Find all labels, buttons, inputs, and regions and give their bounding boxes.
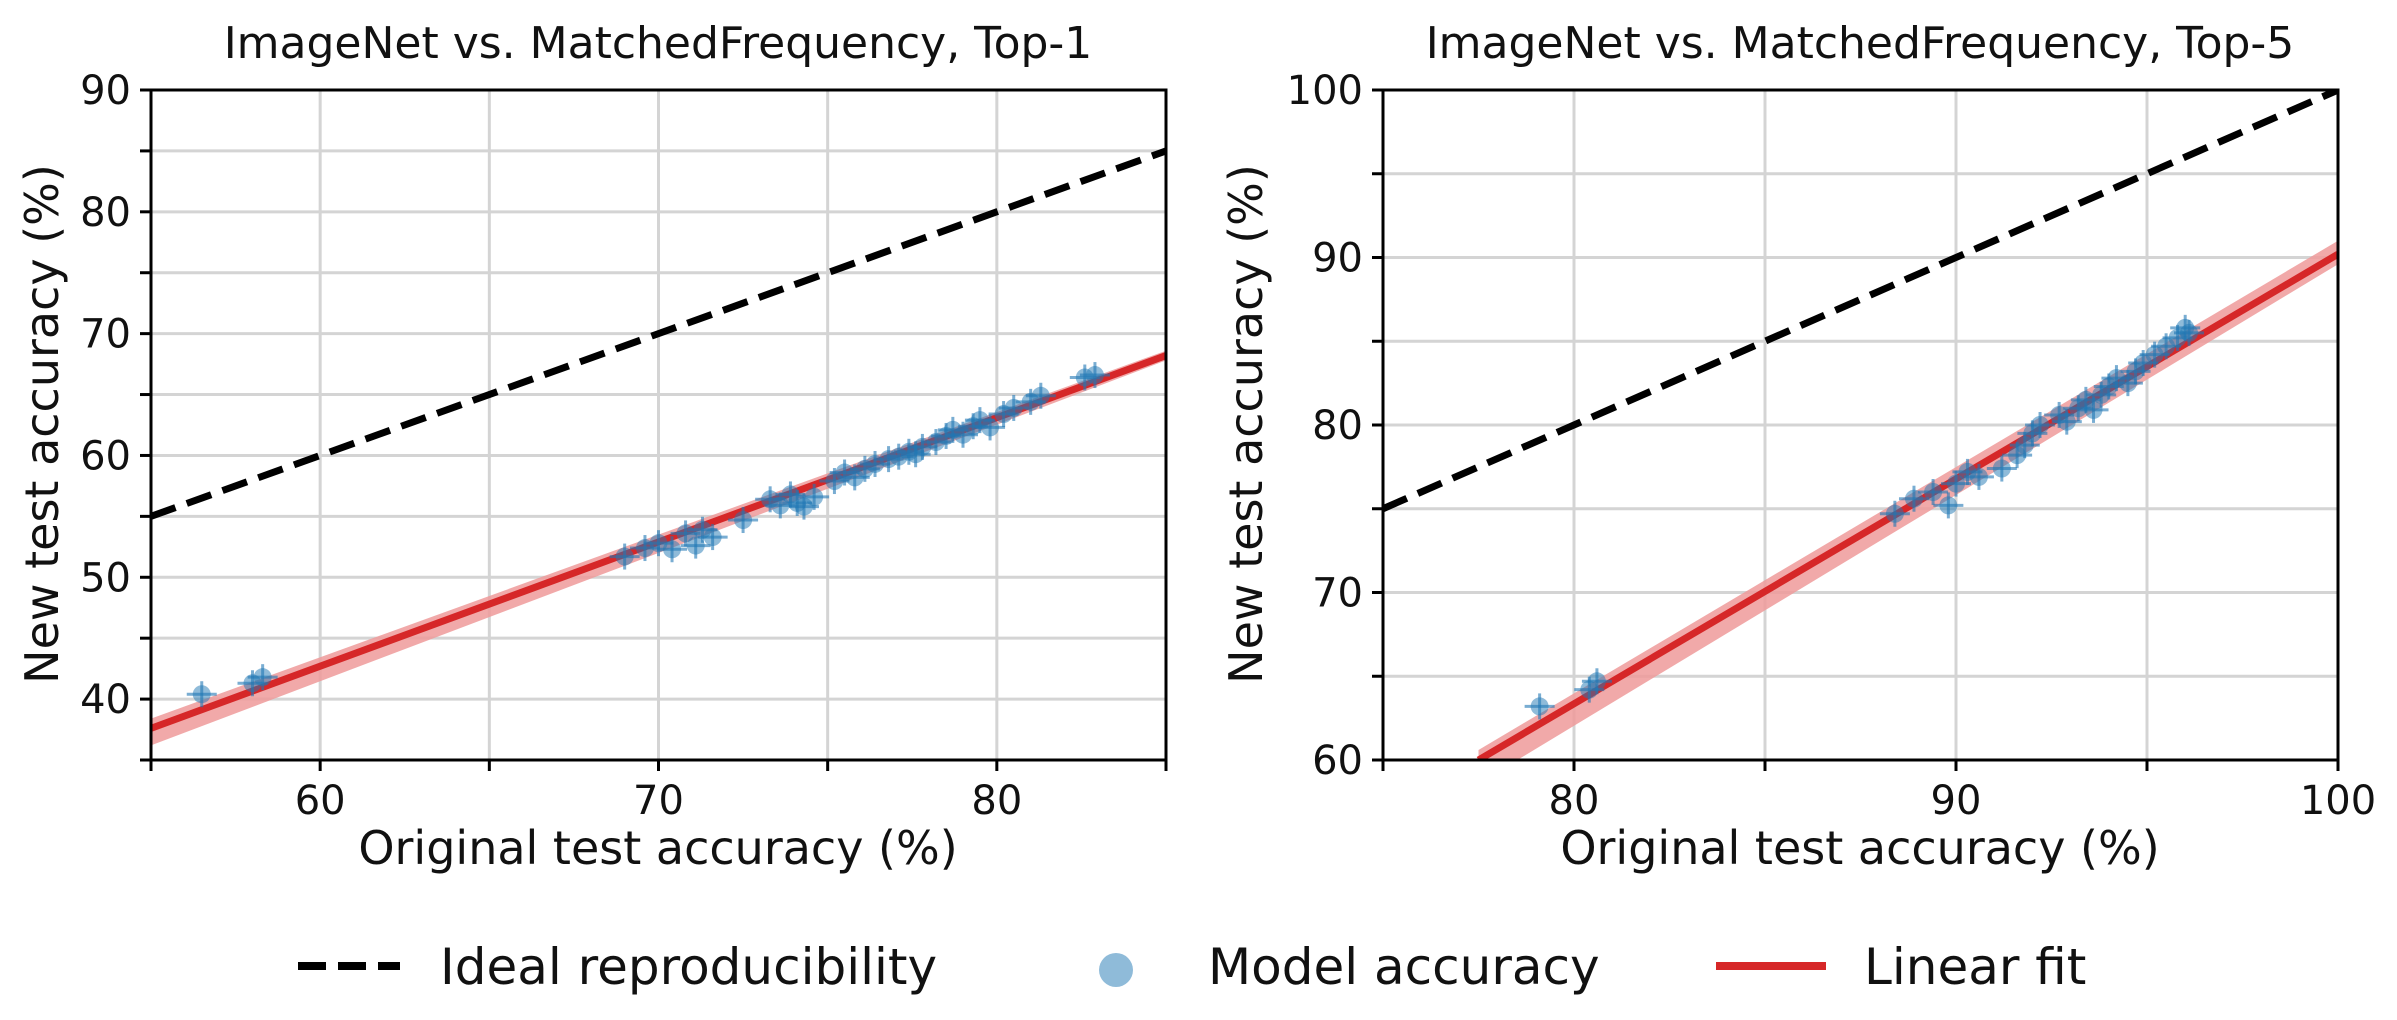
model-accuracy-point <box>2051 408 2082 435</box>
x-tick-label: 80 <box>971 778 1022 824</box>
data-point <box>1530 697 1549 716</box>
ideal-reproducibility-line <box>151 147 1166 520</box>
y-tick-label: 40 <box>80 677 131 723</box>
model-accuracy-point <box>186 681 217 708</box>
legend-label-fit: Linear fit <box>1864 938 2086 996</box>
grid-lines <box>1383 90 2338 760</box>
data-point <box>2084 400 2103 419</box>
legend-item-ideal: Ideal reproducibility <box>298 938 937 996</box>
model-accuracy-point <box>1933 492 1964 519</box>
axis-ticks: 60 70 80 40 50 60 70 80 90 <box>80 68 1168 824</box>
y-tick-label: 90 <box>1312 236 1363 282</box>
linear-fit-confidence-band <box>1478 240 2338 760</box>
model-accuracy-point <box>1898 485 1929 512</box>
model-accuracy-point <box>1986 455 2017 482</box>
plot-area-top-1: 60 70 80 40 50 60 70 80 90 <box>80 68 1168 824</box>
x-axis-label-top-5: Original test accuracy (%) <box>1560 821 2159 875</box>
chart-top-1: ImageNet vs. MatchedFrequency, Top-1 60 7… <box>15 18 1168 875</box>
data-point <box>1031 386 1050 405</box>
ideal-reproducibility-line <box>1383 90 2338 512</box>
model-accuracy-point <box>799 483 830 510</box>
linear-fit-line <box>1476 251 2338 760</box>
model-accuracy-point <box>1963 463 1994 490</box>
series-layer <box>1383 90 2338 760</box>
y-tick-label: 90 <box>80 68 131 114</box>
model-accuracy-point <box>643 530 674 557</box>
x-tick-label: 80 <box>1549 778 1600 824</box>
y-tick-label: 100 <box>1287 68 1363 114</box>
y-tick-label: 60 <box>1312 738 1363 784</box>
data-point <box>1085 366 1104 385</box>
y-axis-label-top-1: New test accuracy (%) <box>15 164 69 684</box>
data-point <box>192 685 211 704</box>
series-layer <box>151 147 1166 746</box>
data-point <box>1885 504 1904 523</box>
chart-title-top-5: ImageNet vs. MatchedFrequency, Top-5 <box>1426 18 2295 69</box>
data-point <box>1904 489 1923 508</box>
data-point <box>1947 474 1965 493</box>
data-point <box>1587 672 1606 691</box>
data-point <box>686 536 705 555</box>
data-point <box>615 547 634 566</box>
data-point <box>1992 459 2011 478</box>
legend: Ideal reproducibility Model accuracy Lin… <box>298 938 2086 996</box>
y-tick-label: 50 <box>80 555 131 601</box>
legend-item-model: Model accuracy <box>1099 938 1600 996</box>
data-point <box>1924 483 1943 501</box>
x-tick-label: 90 <box>1931 778 1982 824</box>
y-tick-label: 70 <box>1312 571 1363 617</box>
grid-lines <box>151 90 1166 760</box>
data-point <box>2031 416 2050 434</box>
model-accuracy-point <box>657 536 688 563</box>
model-accuracy-point <box>975 414 1006 441</box>
legend-label-model: Model accuracy <box>1208 938 1600 996</box>
model-accuracy-point <box>697 524 728 551</box>
axis-ticks: 80 90 100 60 70 80 90 100 <box>1287 68 2377 824</box>
model-accuracy-point <box>2174 319 2205 346</box>
y-tick-label: 70 <box>80 312 131 358</box>
model-accuracy-point <box>680 532 711 559</box>
model-accuracy-point <box>728 507 759 534</box>
data-point <box>703 528 722 547</box>
data-point <box>1004 398 1023 417</box>
model-accuracy-point <box>247 664 278 691</box>
model-accuracy-point <box>1918 479 1949 505</box>
chart-top-5: ImageNet vs. MatchedFrequency, Top-5 80 9… <box>1219 18 2376 875</box>
legend-label-ideal: Ideal reproducibility <box>440 938 937 996</box>
model-accuracy-point <box>998 394 1029 421</box>
legend-item-fit: Linear fit <box>1716 938 2086 996</box>
y-tick-label: 80 <box>80 190 131 236</box>
data-point <box>734 511 753 530</box>
data-point <box>1969 467 1988 486</box>
chart-title-top-1: ImageNet vs. MatchedFrequency, Top-1 <box>224 18 1093 69</box>
legend-swatch-marker <box>1099 953 1133 987</box>
model-accuracy-point <box>1879 500 1910 527</box>
model-accuracy-point <box>2025 412 2056 438</box>
model-accuracy-point <box>1079 362 1110 389</box>
model-accuracy-point <box>2078 396 2109 423</box>
data-point <box>2057 412 2076 431</box>
x-axis-label-top-1: Original test accuracy (%) <box>358 821 957 875</box>
data-point <box>1939 496 1958 515</box>
y-tick-label: 80 <box>1312 403 1363 449</box>
data-point <box>981 418 1000 437</box>
data-point <box>253 668 272 687</box>
x-tick-label: 60 <box>295 778 346 824</box>
x-tick-label: 100 <box>2300 778 2376 824</box>
model-accuracy-point <box>1524 693 1555 720</box>
data-point <box>663 540 682 559</box>
model-accuracy-point <box>1581 668 1612 695</box>
y-tick-label: 60 <box>80 433 131 479</box>
model-accuracy-point <box>609 543 640 570</box>
model-accuracy-point <box>1025 382 1056 409</box>
plot-area-top-5: 80 90 100 60 70 80 90 100 <box>1287 68 2377 824</box>
data-point <box>2180 323 2199 342</box>
data-point <box>649 534 668 553</box>
x-tick-label: 70 <box>633 778 684 824</box>
data-point <box>805 487 824 506</box>
y-axis-label-top-5: New test accuracy (%) <box>1219 164 1273 684</box>
